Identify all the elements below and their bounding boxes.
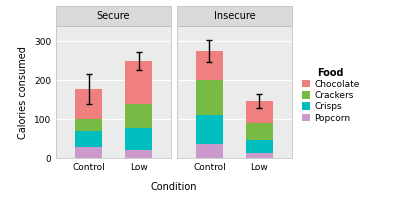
- Bar: [196, 144, 223, 158]
- Bar: [196, 115, 223, 144]
- Bar: [246, 140, 273, 153]
- Y-axis label: Calories consumed: Calories consumed: [18, 46, 28, 139]
- Bar: [75, 147, 102, 158]
- Text: Condition: Condition: [151, 182, 197, 192]
- Bar: [125, 128, 152, 150]
- Bar: [125, 150, 152, 158]
- Bar: [75, 89, 102, 119]
- Bar: [75, 131, 102, 147]
- Bar: [246, 153, 273, 158]
- Bar: [196, 51, 223, 80]
- Bar: [125, 61, 152, 104]
- Text: Insecure: Insecure: [214, 11, 255, 21]
- Bar: [196, 80, 223, 115]
- Bar: [246, 123, 273, 140]
- Bar: [246, 101, 273, 123]
- Bar: [125, 104, 152, 128]
- Text: Secure: Secure: [97, 11, 130, 21]
- Bar: [75, 119, 102, 131]
- Legend: Chocolate, Crackers, Crisps, Popcorn: Chocolate, Crackers, Crisps, Popcorn: [300, 66, 361, 124]
